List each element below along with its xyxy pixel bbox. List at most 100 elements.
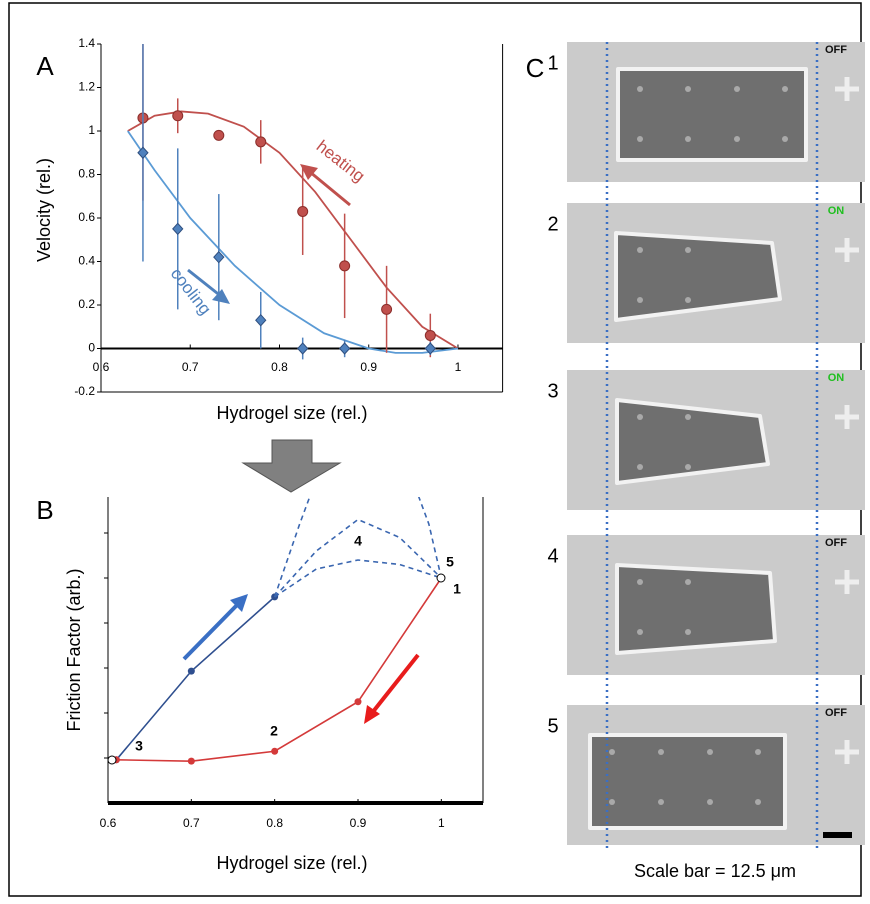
- y-tick-label: 0.6: [78, 210, 95, 224]
- plot-area: [127, 44, 459, 360]
- annotation: 2: [270, 723, 278, 739]
- annotation: 1: [453, 581, 461, 597]
- data-point: [354, 698, 362, 706]
- gel-dot: [685, 86, 691, 92]
- x-tick-label: 0.7: [182, 360, 199, 374]
- frame-state: OFF: [825, 537, 847, 549]
- y-tick-label: 0.2: [78, 297, 95, 311]
- gel-dot: [755, 749, 761, 755]
- data-point: [213, 129, 225, 141]
- marker-cross: [835, 570, 859, 594]
- data-point: [213, 250, 225, 264]
- gel-dot: [637, 629, 643, 635]
- hydrogel: [616, 67, 808, 162]
- annotation: 3: [135, 738, 143, 754]
- open-circle: [436, 573, 446, 583]
- marker-cross: [835, 405, 859, 429]
- arrow-head: [300, 164, 318, 180]
- frame-number: 4: [547, 545, 558, 567]
- gel-dot: [685, 136, 691, 142]
- gel-dot: [609, 799, 615, 805]
- series-line: [127, 130, 459, 354]
- data-point: [255, 136, 267, 148]
- y-tick-label: 1.2: [78, 80, 95, 94]
- y-tick-label: 0.4: [78, 254, 95, 268]
- gel-dot: [637, 579, 643, 585]
- panel-label: A: [36, 51, 54, 81]
- panel-label: B: [36, 495, 53, 525]
- y-tick-label: -0.2: [74, 384, 95, 398]
- y-axis-label: Velocity (rel.): [34, 158, 54, 262]
- gel-dot: [637, 136, 643, 142]
- annotation: 4: [354, 533, 362, 549]
- arrow-head: [364, 705, 380, 724]
- gel-dot: [755, 799, 761, 805]
- gel-dot: [734, 86, 740, 92]
- gel-dot: [685, 247, 691, 253]
- gel-dot: [782, 86, 788, 92]
- gel-dot: [685, 464, 691, 470]
- panel-label: C: [526, 53, 545, 83]
- data-point: [172, 110, 184, 122]
- down-arrow: [241, 439, 342, 493]
- gel-dot: [637, 247, 643, 253]
- arrow-red: [370, 653, 420, 715]
- data-point: [187, 667, 195, 675]
- gel-dot: [637, 414, 643, 420]
- data-point: [381, 303, 393, 315]
- marker-cross: [835, 238, 859, 262]
- plot-area: [112, 497, 445, 765]
- marker-cross: [835, 77, 859, 101]
- x-tick-label: 0.6: [100, 816, 117, 830]
- hydrogel: [615, 398, 770, 485]
- frame-state: ON: [828, 205, 845, 217]
- frame-state: OFF: [825, 707, 847, 719]
- arrow-head: [212, 289, 230, 304]
- data-point: [271, 747, 279, 755]
- frame-state: OFF: [825, 44, 847, 56]
- y-tick-label: 0: [88, 341, 95, 355]
- gel-dot: [637, 464, 643, 470]
- gel-dot: [685, 297, 691, 303]
- gel-dot: [609, 749, 615, 755]
- y-axis-label: Friction Factor (arb.): [64, 568, 84, 731]
- arrow-blue: [182, 602, 240, 661]
- gel-dot: [707, 799, 713, 805]
- data-point: [424, 329, 436, 341]
- arrow-head: [230, 594, 248, 612]
- data-point: [297, 342, 309, 355]
- scale-bar: [823, 832, 852, 838]
- series-line: [274, 518, 442, 598]
- x-tick-label: 0.9: [360, 360, 377, 374]
- series-line: [274, 559, 442, 598]
- y-tick-label: 1.4: [78, 36, 95, 50]
- caption: Scale bar = 12.5 μm: [634, 861, 796, 881]
- data-point: [424, 342, 436, 355]
- gel-dot: [782, 136, 788, 142]
- gel-dot: [734, 136, 740, 142]
- gel-dot: [685, 579, 691, 585]
- frame-number: 1: [547, 52, 558, 74]
- x-tick-label: 0.7: [183, 816, 200, 830]
- arrow-heating: [309, 170, 351, 207]
- data-point: [255, 313, 267, 327]
- data-point: [339, 260, 351, 272]
- annotation: 5: [446, 554, 454, 570]
- series-line: [116, 577, 442, 762]
- hydrogel: [588, 733, 787, 830]
- gel-dot: [685, 414, 691, 420]
- x-axis-label: Hydrogel size (rel.): [216, 403, 367, 423]
- data-point: [338, 342, 351, 355]
- frame-number: 3: [547, 380, 558, 402]
- gel-dot: [658, 799, 664, 805]
- y-tick-label: 0.8: [78, 167, 95, 181]
- arrow-cooling: [187, 268, 223, 299]
- series-line: [115, 596, 276, 761]
- gel-dot: [707, 749, 713, 755]
- gel-dot: [637, 86, 643, 92]
- gel-dot: [685, 629, 691, 635]
- open-circle: [107, 755, 117, 765]
- data-point: [172, 222, 184, 236]
- annotation: heating: [313, 137, 369, 186]
